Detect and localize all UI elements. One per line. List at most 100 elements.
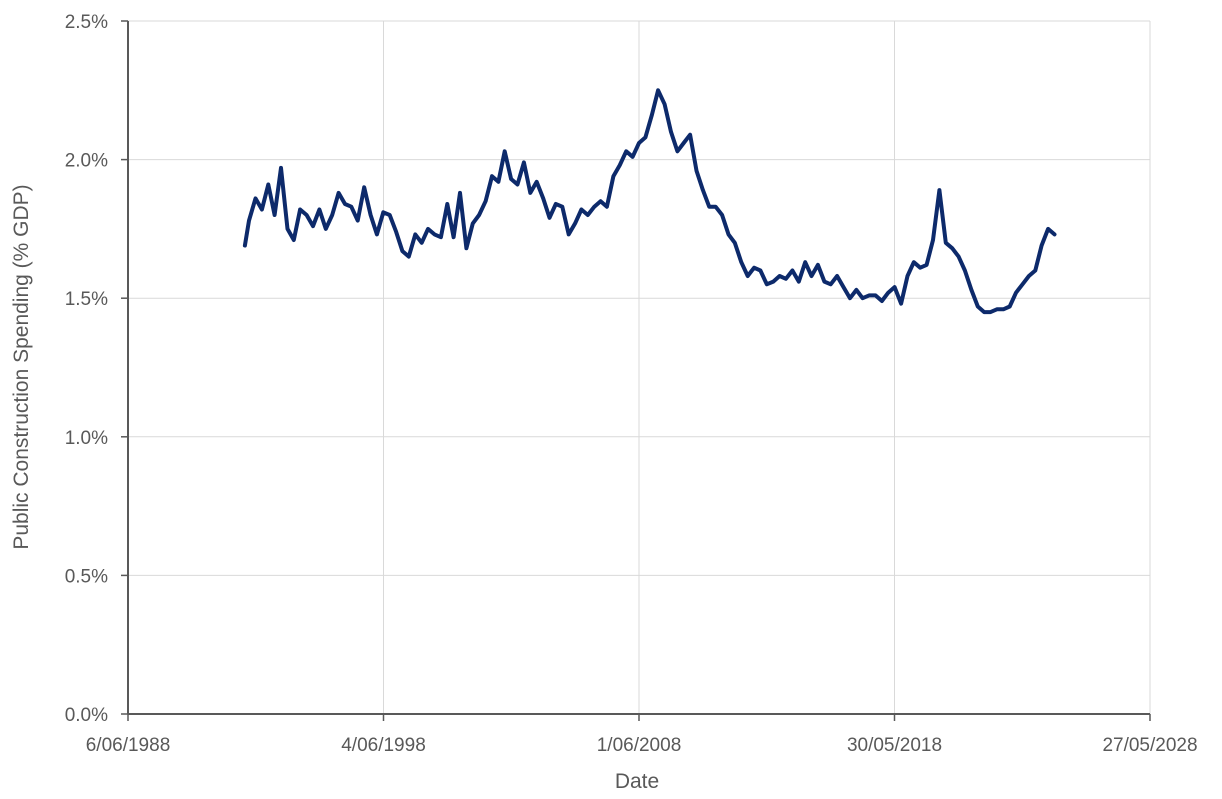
data-point [657, 89, 659, 92]
data-point [1047, 228, 1049, 230]
data-point [766, 283, 768, 286]
data-point [676, 150, 679, 153]
data-point [273, 214, 276, 216]
data-point [957, 255, 960, 258]
data-point [401, 250, 404, 252]
data-point [625, 150, 627, 153]
x-tick-label: 30/05/2018 [847, 735, 942, 756]
data-point [580, 208, 583, 211]
data-point [599, 200, 602, 202]
data-point [983, 311, 985, 313]
series-layer [242, 88, 1057, 315]
data-point [312, 225, 314, 227]
data-point [695, 169, 698, 172]
data-point [254, 197, 257, 200]
data-point [868, 294, 870, 297]
data-point [497, 181, 500, 183]
data-point [414, 233, 417, 236]
data-point [459, 192, 461, 194]
data-point [638, 142, 640, 144]
data-point [989, 311, 992, 313]
data-point [1028, 275, 1030, 277]
data-point [951, 247, 954, 250]
data-point [510, 178, 512, 180]
data-point [567, 233, 570, 236]
data-point [363, 186, 366, 189]
data-point [606, 205, 608, 208]
data-point [919, 266, 921, 269]
data-point [785, 278, 787, 280]
data-point [663, 103, 666, 105]
data-point [829, 283, 832, 286]
x-tick-label: 4/06/1998 [341, 735, 426, 756]
data-point [427, 228, 429, 230]
data-point [408, 255, 410, 258]
data-point [293, 239, 295, 241]
data-point [932, 239, 934, 241]
data-point [651, 114, 653, 116]
data-point [503, 150, 506, 153]
data-point [817, 264, 819, 266]
grid-lines [128, 20, 1151, 714]
data-point [344, 203, 346, 205]
data-point [702, 189, 704, 191]
data-point [798, 280, 800, 283]
data-point [714, 205, 717, 208]
data-point [791, 269, 794, 272]
data-point [734, 242, 736, 244]
data-point [689, 133, 691, 136]
y-tick-label: 1.0% [65, 428, 108, 449]
data-point [555, 203, 557, 205]
data-point [535, 181, 538, 183]
x-axis-title: Date [615, 770, 659, 793]
data-point [382, 211, 385, 214]
data-point [337, 192, 340, 194]
tick-labels: 0.0% 0.5% 1.0% 1.5% 2.0% 2.5% 6/06/1988 4/06/19… [65, 12, 1198, 756]
data-point [440, 236, 442, 238]
data-point [587, 214, 589, 216]
data-point [925, 264, 928, 266]
data-point [810, 275, 813, 277]
data-point [286, 228, 289, 230]
data-point [682, 142, 685, 144]
data-point [280, 167, 282, 169]
data-point [484, 200, 487, 202]
data-point [376, 233, 378, 236]
data-point [388, 214, 391, 216]
data-point [548, 217, 551, 219]
data-point [472, 222, 474, 225]
data-point [261, 208, 263, 211]
data-point [708, 205, 710, 208]
data-point [804, 261, 806, 264]
data-point [574, 222, 576, 225]
data-point [523, 161, 525, 164]
data-point [318, 208, 321, 211]
data-point [772, 280, 775, 283]
data-point [433, 233, 436, 236]
y-axis-title: Public Construction Spending (% GDP) [10, 184, 33, 549]
data-point [887, 291, 889, 294]
data-point [529, 192, 532, 194]
data-point [619, 164, 621, 166]
data-point [478, 214, 480, 216]
data-point [395, 230, 397, 233]
data-point [996, 308, 998, 311]
data-point [244, 244, 246, 247]
y-tick-label: 2.5% [65, 12, 108, 33]
data-point [465, 247, 468, 250]
data-point [325, 228, 327, 230]
data-point [1034, 269, 1037, 272]
data-point [945, 242, 947, 244]
data-point [542, 197, 544, 200]
data-point [721, 214, 723, 216]
y-tick-label: 2.0% [65, 151, 108, 172]
data-point [356, 219, 359, 222]
data-point [267, 183, 270, 186]
data-point [299, 208, 301, 211]
data-point [906, 275, 909, 277]
axes [121, 20, 1151, 721]
series-line [242, 88, 1057, 315]
data-point [305, 214, 308, 216]
